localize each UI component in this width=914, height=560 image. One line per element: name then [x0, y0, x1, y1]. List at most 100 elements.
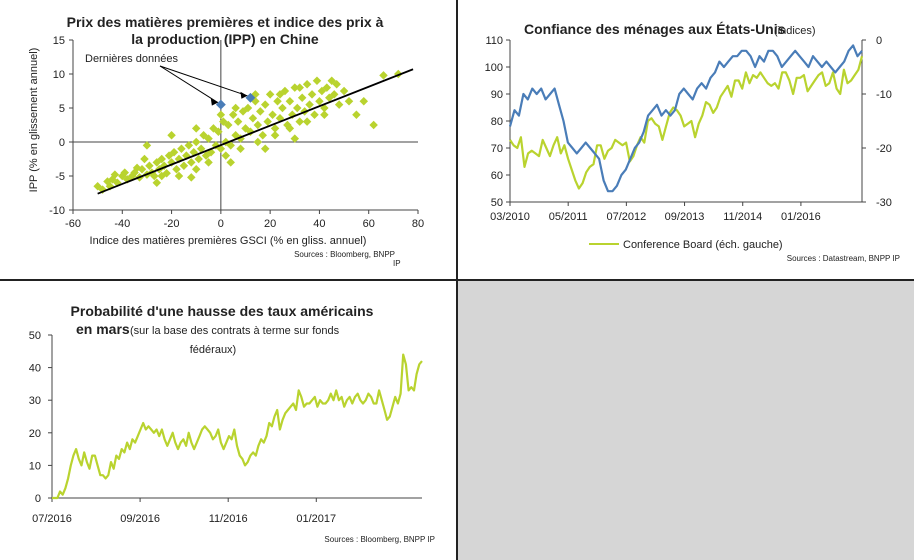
- ipp-data-point: [184, 141, 194, 150]
- ipp-arrow-head: [210, 98, 218, 106]
- confiance-legend-label: Conference Board (éch. gauche): [623, 239, 783, 251]
- ipp-data-point: [191, 164, 201, 174]
- ipp-data-point: [379, 71, 388, 80]
- ipp-data-point: [157, 171, 166, 181]
- ipp-arrow-head: [240, 91, 248, 99]
- ipp-data-point: [137, 164, 147, 174]
- ipp-data-point: [310, 110, 319, 120]
- ipp-data-point: [297, 93, 307, 103]
- ipp-data-point: [268, 110, 277, 120]
- ipp-x-tick-label: -20: [164, 218, 180, 230]
- ipp-data-point: [224, 120, 233, 130]
- proba-x-tick-label: 07/2016: [32, 513, 72, 525]
- ipp-annotation: Dernières données: [85, 53, 178, 65]
- ipp-y-tick-label: 15: [53, 35, 65, 47]
- confiance-right-tick-label: -20: [876, 143, 892, 155]
- ipp-data-point: [332, 79, 341, 89]
- ipp-data-point: [339, 86, 349, 96]
- ipp-latest-point: [245, 92, 256, 103]
- confiance-source: Sources : Datastream, BNPP IP: [787, 254, 900, 263]
- ipp-data-point: [204, 158, 213, 167]
- proba-y-tick-label: 40: [29, 363, 41, 375]
- ipp-data-point: [315, 96, 324, 106]
- ipp-data-point: [320, 110, 329, 120]
- ipp-data-point: [312, 76, 322, 86]
- ipp-x-tick-label: 0: [218, 218, 224, 230]
- ipp-data-point: [169, 147, 179, 157]
- ipp-data-point: [179, 161, 189, 171]
- ipp-data-point: [260, 144, 270, 154]
- ipp-data-point: [142, 141, 152, 150]
- panel-confiance-chart: Confiance des ménages aux États-Unis (in…: [457, 0, 914, 280]
- ipp-data-point: [110, 170, 120, 179]
- ipp-data-point: [260, 100, 270, 109]
- ipp-data-point: [352, 110, 361, 120]
- ipp-y-tick-label: 0: [59, 137, 65, 149]
- panel-ipp-scatter: Prix des matières premières et indice de…: [0, 0, 457, 280]
- ipp-data-point: [295, 83, 304, 92]
- ipp-data-point: [150, 171, 159, 181]
- ipp-trend-line: [97, 68, 414, 195]
- ipp-data-point: [177, 144, 186, 154]
- proba-y-tick-label: 30: [29, 395, 41, 407]
- ipp-data-point: [344, 96, 354, 106]
- ipp-y-tick-label: 5: [59, 103, 65, 115]
- confiance-left-tick-label: 100: [485, 62, 503, 74]
- ipp-data-point: [145, 161, 154, 171]
- ipp-data-point: [187, 158, 196, 167]
- proba-series-line: [52, 353, 423, 500]
- proba-x-tick-label: 11/2016: [209, 513, 248, 525]
- confiance-x-tick-label: 01/2016: [781, 211, 821, 223]
- ipp-data-point: [196, 144, 206, 154]
- ipp-annotation-arrow: [159, 65, 219, 104]
- confiance-title: Confiance des ménages aux États-Unis: [524, 21, 786, 37]
- horizontal-divider: [0, 279, 914, 281]
- ipp-y-tick-label: 10: [53, 69, 65, 81]
- ipp-title-line1: Prix des matières premières et indice de…: [67, 14, 384, 30]
- ipp-data-point: [258, 130, 267, 140]
- ipp-data-point: [236, 144, 245, 154]
- ipp-data-point: [329, 90, 339, 99]
- empty-panel: [457, 280, 914, 560]
- confiance-series-blue: [508, 44, 863, 193]
- ipp-data-point: [322, 83, 332, 92]
- confiance-x-tick-label: 09/2013: [665, 211, 705, 223]
- ipp-latest-point: [215, 99, 226, 110]
- proba-title-line2: en mars: [76, 321, 130, 337]
- proba-y-tick-label: 0: [35, 493, 41, 505]
- ipp-data-point: [174, 171, 184, 181]
- confiance-left-tick-label: 80: [491, 116, 503, 128]
- ipp-data-point: [307, 90, 317, 99]
- ipp-data-point: [334, 100, 344, 109]
- confiance-x-tick-label: 03/2010: [490, 211, 530, 223]
- ipp-data-point: [275, 90, 285, 99]
- proba-x-tick-label: 01/2017: [296, 513, 336, 525]
- ipp-x-tick-label: 40: [313, 218, 325, 230]
- ipp-data-point: [233, 117, 243, 126]
- ipp-data-point: [204, 134, 213, 143]
- ipp-source-line1: Sources : Bloomberg, BNPP: [294, 250, 395, 259]
- proba-y-tick-label: 10: [29, 460, 41, 472]
- ipp-data-point: [187, 173, 196, 182]
- ipp-title-line2: la production (IPP) en Chine: [131, 31, 319, 47]
- ipp-data-point: [253, 137, 263, 147]
- confiance-left-tick-label: 70: [491, 143, 503, 155]
- ipp-data-point: [214, 127, 223, 137]
- confiance-left-tick-label: 110: [485, 35, 503, 47]
- ipp-data-point: [172, 164, 181, 174]
- ipp-data-point: [191, 137, 201, 147]
- proba-title-line1: Probabilité d'une hausse des taux améric…: [71, 303, 374, 319]
- ipp-x-tick-label: -40: [114, 218, 130, 230]
- proba-y-tick-label: 50: [29, 330, 41, 342]
- confiance-series-conference-board: [509, 55, 864, 190]
- ipp-data-point: [285, 96, 295, 106]
- ipp-data-point: [302, 79, 312, 89]
- ipp-data-point: [285, 124, 295, 133]
- ipp-source-line2: IP: [393, 259, 401, 268]
- confiance-left-tick-label: 90: [491, 89, 503, 101]
- proba-x-tick-label: 09/2016: [120, 513, 160, 525]
- ipp-x-tick-label: 80: [412, 218, 424, 230]
- ipp-data-point: [290, 83, 300, 92]
- proba-subtitle-line1: (sur la base des contrats à terme sur fo…: [130, 325, 340, 337]
- proba-subtitle-line2: fédéraux): [190, 344, 236, 356]
